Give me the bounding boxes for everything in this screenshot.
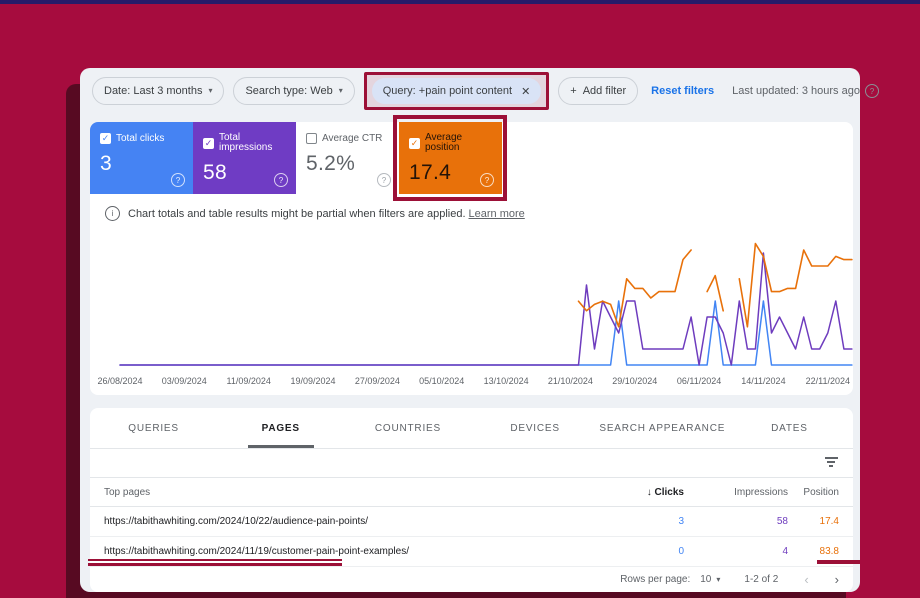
table-rows: https://tabithawhiting.com/2024/10/22/au…: [90, 507, 853, 567]
rows-per-page-label: Rows per page:: [620, 574, 691, 585]
tab-pages[interactable]: PAGES: [217, 408, 344, 448]
tab-search-appearance[interactable]: SEARCH APPEARANCE: [599, 422, 726, 434]
x-axis-tick-label: 19/09/2024: [290, 376, 336, 386]
metric-value: 5.2%: [306, 152, 356, 175]
table-row[interactable]: https://tabithawhiting.com/2024/11/19/cu…: [90, 537, 853, 567]
filter-icon[interactable]: [824, 457, 838, 469]
checked-checkbox-icon[interactable]: ✓: [409, 137, 420, 149]
page-url-link[interactable]: https://tabithawhiting.com/2024/11/19/cu…: [104, 546, 409, 557]
impressions-value: 4: [782, 546, 788, 557]
next-page-button[interactable]: ›: [834, 572, 839, 587]
x-axis-tick-label: 06/11/2024: [676, 376, 722, 386]
column-position[interactable]: Position: [803, 486, 839, 498]
add-filter-label: Add filter: [582, 85, 627, 97]
rows-per-page-select[interactable]: 10 ▾: [700, 574, 721, 585]
metric-card-total-clicks[interactable]: ✓ Total clicks 3?: [90, 122, 193, 194]
table-card: QUERIES PAGES COUNTRIES DEVICES SEARCH APPEA…: [90, 408, 853, 592]
metric-label: Average CTR: [322, 132, 383, 144]
column-top-pages[interactable]: Top pages: [104, 486, 151, 498]
table-filter-row: [90, 449, 853, 477]
dimension-tabs: QUERIES PAGES COUNTRIES DEVICES SEARCH APPEA…: [90, 408, 853, 449]
x-axis-tick-label: 22/11/2024: [805, 376, 850, 386]
position-value: 83.8: [819, 546, 839, 557]
position-value: 17.4: [819, 516, 839, 527]
chart-card: ✓ Total clicks 3? ✓ Total impressions 58? Aver…: [90, 115, 853, 395]
chevron-down-icon: ▾: [208, 86, 213, 95]
x-axis-tick-label: 29/10/2024: [612, 376, 658, 386]
column-impressions[interactable]: Impressions: [734, 486, 788, 498]
chevron-down-icon: ▾: [716, 574, 721, 584]
sort-down-icon: ↓: [646, 486, 652, 498]
x-axis-tick-label: 05/10/2024: [419, 376, 465, 386]
close-icon[interactable]: ✕: [521, 85, 531, 98]
clicks-value: 3: [678, 516, 684, 527]
partial-results-notice: i Chart totals and table results might b…: [105, 206, 525, 221]
tab-queries[interactable]: QUERIES: [128, 422, 179, 434]
plus-icon: +: [570, 85, 577, 97]
chart-svg[interactable]: [90, 222, 853, 372]
report-panel: Date: Last 3 months ▾ Search type: Web ▾…: [80, 68, 879, 592]
clicks-value: 0: [678, 546, 684, 557]
search-type-filter-chip[interactable]: Search type: Web ▾: [233, 77, 355, 105]
tab-countries[interactable]: COUNTRIES: [374, 422, 441, 434]
metric-card-average-ctr[interactable]: Average CTR 5.2%?: [296, 122, 399, 194]
date-filter-chip[interactable]: Date: Last 3 months ▾: [92, 77, 225, 105]
position-line: [577, 242, 853, 328]
tab-devices[interactable]: DEVICES: [510, 422, 560, 434]
x-axis-tick-label: 27/09/2024: [354, 376, 400, 386]
notice-text: Chart totals and table results might be …: [128, 207, 525, 220]
metric-label: Total clicks: [116, 132, 165, 144]
checked-checkbox-icon[interactable]: ✓: [100, 133, 111, 144]
date-filter-label: Date: Last 3 months: [104, 85, 203, 97]
annotation-query-filter-box: Query: +pain point content ✕: [363, 72, 550, 110]
query-filter-chip[interactable]: Query: +pain point content ✕: [371, 78, 542, 104]
reset-filters-button[interactable]: Reset filters: [651, 85, 715, 97]
metric-value: 58: [203, 161, 227, 184]
pagination-range: 1-2 of 2: [744, 574, 779, 585]
pagination: Rows per page: 10 ▾ 1-2 of 2 ‹ ›: [90, 567, 853, 592]
chevron-down-icon: ▾: [338, 86, 343, 95]
x-axis-tick-label: 11/09/2024: [226, 376, 271, 386]
x-axis-tick-label: 21/10/2024: [547, 376, 593, 386]
help-icon[interactable]: ?: [480, 173, 494, 187]
metric-value: 3: [100, 152, 112, 175]
learn-more-link[interactable]: Learn more: [468, 207, 525, 220]
impressions-line: [119, 252, 853, 366]
help-icon[interactable]: ?: [171, 173, 185, 187]
search-type-filter-label: Search type: Web: [245, 85, 333, 97]
metric-label: Total impressions: [219, 132, 273, 153]
metric-card-average-position[interactable]: ✓ Average position 17.4?: [399, 122, 502, 194]
previous-page-button[interactable]: ‹: [804, 572, 809, 587]
impressions-value: 58: [776, 516, 788, 527]
table-row[interactable]: https://tabithawhiting.com/2024/10/22/au…: [90, 507, 853, 537]
help-icon[interactable]: ?: [864, 84, 879, 98]
metric-value: 17.4: [409, 161, 452, 184]
metric-card-total-impressions[interactable]: ✓ Total impressions 58?: [193, 122, 296, 194]
info-icon: i: [105, 206, 120, 221]
unchecked-checkbox-icon[interactable]: [306, 133, 317, 144]
chart-ticks: 26/08/2024 03/09/2024 11/09/2024 19/09/2024…: [90, 376, 853, 388]
x-axis-tick-label: 13/10/2024: [483, 376, 529, 386]
query-filter-label: Query: +pain point content: [382, 85, 513, 97]
help-icon[interactable]: ?: [377, 173, 391, 187]
page-url-link[interactable]: https://tabithawhiting.com/2024/10/22/au…: [104, 516, 369, 527]
table-header: Top pages ↓ Clicks Impressions Position: [90, 477, 853, 507]
add-filter-button[interactable]: + Add filter: [558, 77, 639, 105]
top-navy-strip: [0, 0, 920, 4]
x-axis-tick-label: 03/09/2024: [161, 376, 207, 386]
clicks-line: [119, 300, 853, 366]
metric-label: Average position: [425, 132, 463, 153]
checked-checkbox-icon[interactable]: ✓: [203, 137, 214, 149]
x-axis-tick-label: 14/11/2024: [741, 376, 786, 386]
x-axis-tick-label: 26/08/2024: [97, 376, 143, 386]
column-clicks-sorted[interactable]: ↓ Clicks: [646, 486, 684, 498]
last-updated: Last updated: 3 hours ago ?: [732, 84, 879, 98]
last-updated-text: Last updated: 3 hours ago: [732, 85, 860, 97]
help-icon[interactable]: ?: [274, 173, 288, 187]
tab-dates[interactable]: DATES: [771, 422, 808, 434]
metric-cards: ✓ Total clicks 3? ✓ Total impressions 58? Aver…: [90, 122, 502, 194]
filter-toolbar: Date: Last 3 months ▾ Search type: Web ▾…: [80, 68, 879, 114]
